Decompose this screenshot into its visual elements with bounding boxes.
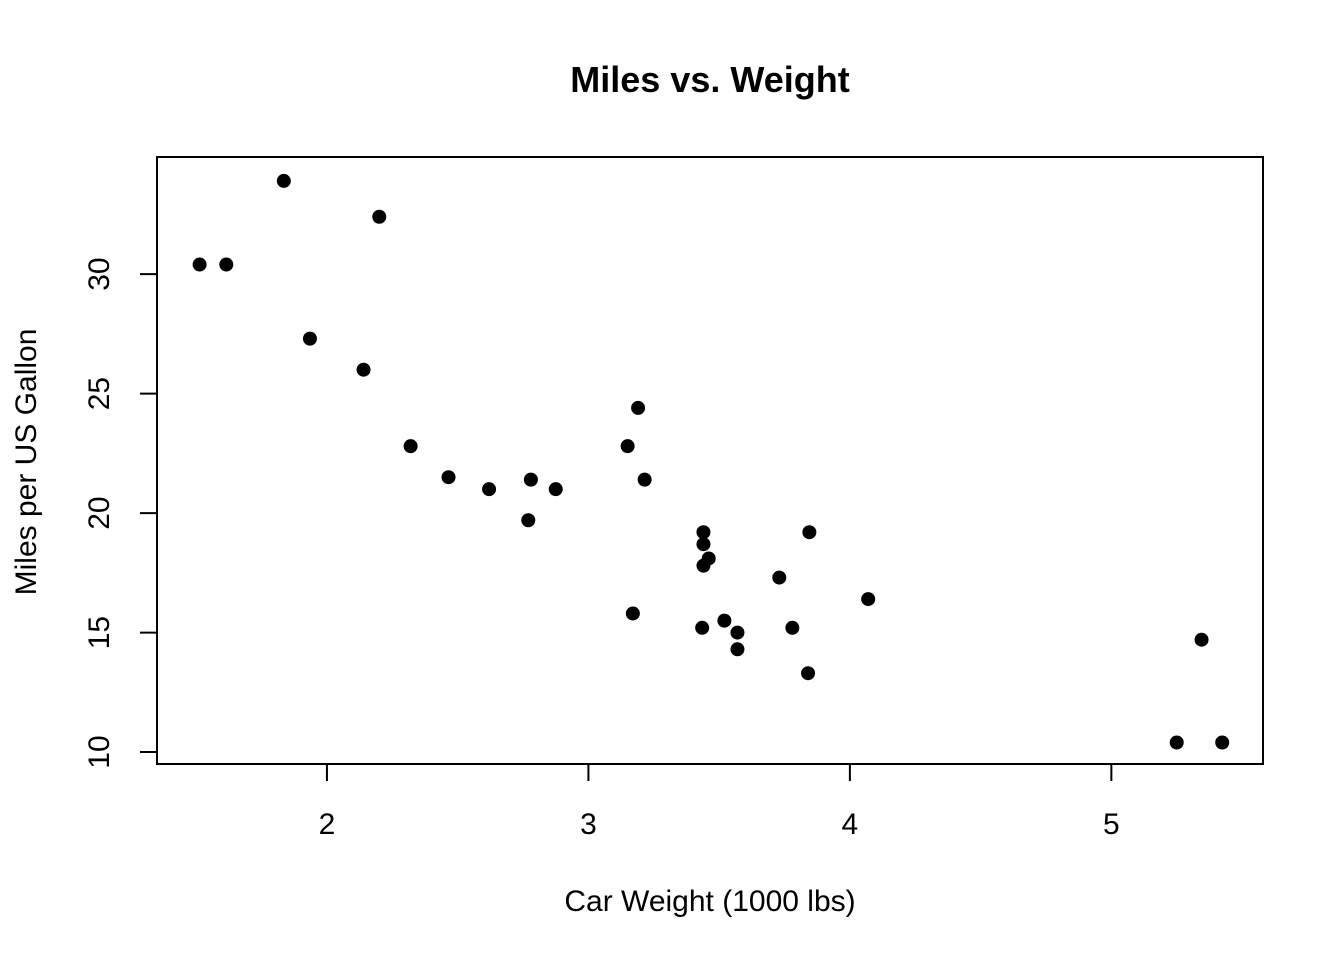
data-point	[625, 606, 640, 621]
x-tick-label: 3	[580, 808, 597, 841]
data-point	[802, 525, 817, 540]
x-axis-label: Car Weight (1000 lbs)	[564, 885, 855, 918]
data-point	[441, 470, 456, 485]
y-axis: 10 15 20 25 30	[83, 257, 158, 769]
data-point	[801, 666, 816, 681]
y-tick-label: 10	[83, 735, 116, 768]
data-point	[356, 362, 371, 377]
data-point	[620, 439, 635, 454]
y-axis-label: Miles per US Gallon	[10, 329, 43, 596]
y-tick-label: 30	[83, 257, 116, 290]
y-tick-label: 25	[83, 377, 116, 410]
data-point	[861, 592, 876, 607]
data-point	[695, 620, 710, 635]
data-point	[730, 642, 745, 657]
data-point	[276, 173, 291, 188]
data-point	[696, 558, 711, 573]
x-tick-label: 4	[842, 808, 859, 841]
data-point	[730, 625, 745, 640]
plot-frame	[156, 156, 1264, 765]
data-points	[192, 173, 1230, 750]
data-point	[1194, 632, 1209, 647]
data-point	[1215, 735, 1230, 750]
data-point	[302, 331, 317, 346]
data-point	[772, 570, 787, 585]
data-point	[785, 620, 800, 635]
data-point	[372, 209, 387, 224]
data-point	[631, 400, 646, 415]
data-point	[521, 513, 536, 528]
data-point	[696, 525, 711, 540]
x-tick-label: 2	[319, 808, 336, 841]
data-point	[637, 472, 652, 487]
data-point	[1169, 735, 1184, 750]
data-point	[717, 613, 732, 628]
data-point	[482, 482, 497, 497]
data-point	[696, 537, 711, 552]
x-axis: 2 3 4 5	[319, 763, 1120, 841]
y-tick-label: 15	[83, 616, 116, 649]
data-point	[192, 257, 207, 272]
data-point	[523, 472, 538, 487]
data-point	[548, 482, 563, 497]
chart-title: Miles vs. Weight	[570, 59, 849, 100]
y-tick-label: 20	[83, 496, 116, 529]
data-point	[403, 439, 418, 454]
data-point	[219, 257, 234, 272]
x-tick-label: 5	[1103, 808, 1120, 841]
